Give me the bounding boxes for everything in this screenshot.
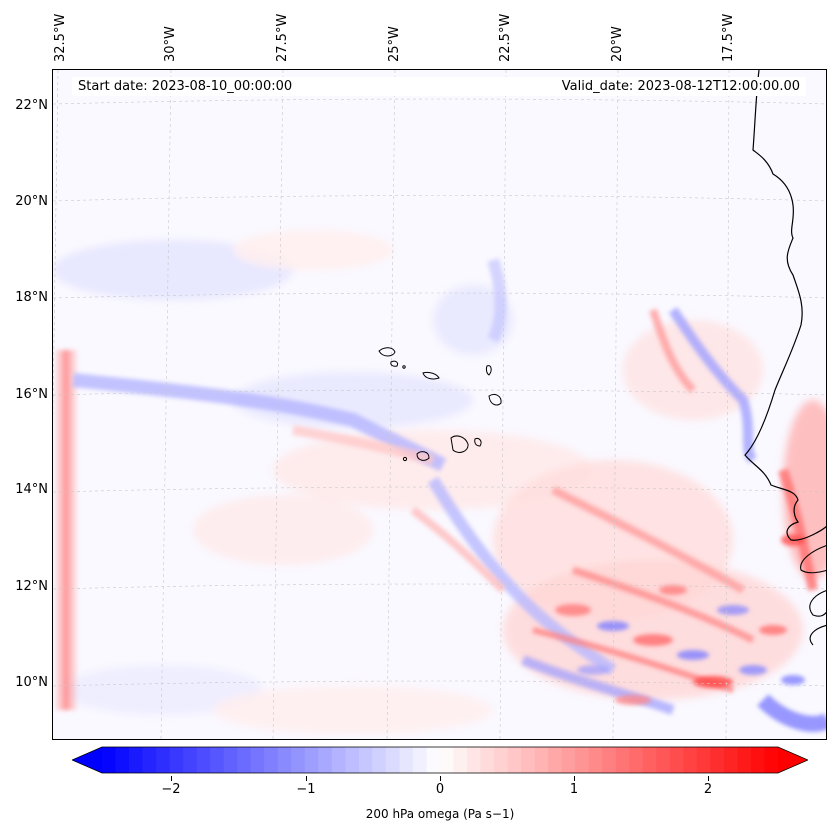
colorbar-segment: [683, 747, 698, 773]
field-shading: [53, 230, 826, 735]
lat-label-18n: 18°N: [15, 290, 48, 305]
lon-label-17.5w: 17.5°W: [721, 13, 736, 62]
colorbar-tick-label: 1: [569, 782, 579, 797]
colorbar-segment: [318, 747, 333, 773]
colorbar-segment: [277, 747, 292, 773]
lon-label-20w: 20°W: [610, 26, 625, 62]
colorbar-segment: [642, 747, 657, 773]
colorbar-segment: [223, 747, 238, 773]
left-edge-red-band: [55, 350, 77, 710]
colorbar-tick-label: 2: [703, 782, 713, 797]
colorbar-segment: [385, 747, 401, 773]
colorbar-segment: [750, 747, 766, 773]
lat-label-16n: 16°N: [15, 387, 48, 402]
colorbar-segment: [440, 747, 455, 773]
africa-coastline: [744, 70, 826, 541]
start-date-text: Start date: 2023-08-10_00:00:00: [78, 79, 293, 94]
lat-label-10n: 10°N: [15, 675, 48, 690]
colorbar-segment: [629, 747, 644, 773]
colorbar-segment: [372, 747, 387, 773]
colorbar-segment: [561, 747, 576, 773]
colorbar-segment: [548, 747, 563, 773]
colorbar-segment: [507, 747, 522, 773]
colorbar-segment: [196, 747, 211, 773]
colorbar-tick: [171, 776, 172, 781]
colorbar-extend-max: [778, 747, 808, 773]
lat-label-20n: 20°N: [15, 194, 48, 209]
date-info-bar: Start date: 2023-08-10_00:00:00 Valid_da…: [72, 77, 806, 96]
colorbar-segment: [723, 747, 739, 773]
colorbar-title: 200 hPa omega (Pa s−1): [365, 807, 515, 821]
colorbar-tick: [708, 776, 709, 781]
colorbar-segment: [304, 747, 319, 773]
colorbar: [72, 746, 808, 774]
lat-label-14n: 14°N: [15, 482, 48, 497]
colorbar-segment: [494, 747, 509, 773]
colorbar-segment: [142, 747, 157, 773]
colorbar-tick: [306, 776, 307, 781]
colorbar-tick-label: −2: [161, 782, 181, 797]
blue-band: [72, 258, 826, 732]
colorbar-segment: [710, 747, 725, 773]
colorbar-segment: [696, 747, 711, 773]
map-panel: [52, 69, 827, 740]
colorbar-segment: [237, 747, 252, 773]
lon-label-30w: 30°W: [163, 26, 178, 62]
colorbar-segment: [467, 747, 482, 773]
colorbar-segment: [588, 747, 603, 773]
colorbar-segment: [291, 747, 306, 773]
graticule: [53, 70, 826, 739]
red-streaks: [292, 308, 818, 693]
colorbar-segment: [345, 747, 360, 773]
colorbar-segment: [656, 747, 671, 773]
colorbar-segment: [426, 747, 441, 773]
colorbar-segment: [764, 747, 779, 773]
colorbar-segment: [115, 747, 130, 773]
omega-field-map: [53, 70, 826, 739]
lat-label-22n: 22°N: [15, 98, 48, 113]
colorbar-segment: [264, 747, 279, 773]
colorbar-tick: [574, 776, 575, 781]
colorbar-tick: [440, 776, 441, 781]
colorbar-segment: [602, 747, 617, 773]
colorbar-segment: [169, 747, 184, 773]
colorbar-segment: [210, 747, 225, 773]
lon-label-32.5w: 32.5°W: [53, 13, 68, 62]
colorbar-segment: [534, 747, 549, 773]
colorbar-segment: [412, 747, 428, 773]
colorbar-tick-label: −1: [296, 782, 316, 797]
colorbar-extend-min: [72, 747, 102, 773]
colorbar-segment: [183, 747, 198, 773]
colorbar-segment: [575, 747, 590, 773]
cape-verde-islands: [378, 347, 502, 462]
colorbar-segment: [480, 747, 495, 773]
colorbar-segment: [129, 747, 144, 773]
lat-label-12n: 12°N: [15, 579, 48, 594]
colorbar-segment: [737, 747, 752, 773]
colorbar-segment: [521, 747, 536, 773]
colorbar-segment: [102, 747, 117, 773]
lon-label-27.5w: 27.5°W: [275, 13, 290, 62]
africa-coast-south: [800, 545, 826, 646]
colorbar-segment: [358, 747, 373, 773]
colorbar-segment: [399, 747, 414, 773]
lon-label-25w: 25°W: [387, 26, 402, 62]
valid-date-text: Valid_date: 2023-08-12T12:00:00.00: [561, 79, 800, 94]
colorbar-segment: [453, 747, 468, 773]
colorbar-tick-label: 0: [435, 782, 445, 797]
colorbar-segment: [615, 747, 630, 773]
colorbar-outline: [72, 746, 808, 774]
colorbar-segment: [250, 747, 265, 773]
colorbar-segment: [331, 747, 346, 773]
colorbar-segment: [156, 747, 171, 773]
lon-label-22.5w: 22.5°W: [498, 13, 513, 62]
colorbar-segment: [669, 747, 684, 773]
